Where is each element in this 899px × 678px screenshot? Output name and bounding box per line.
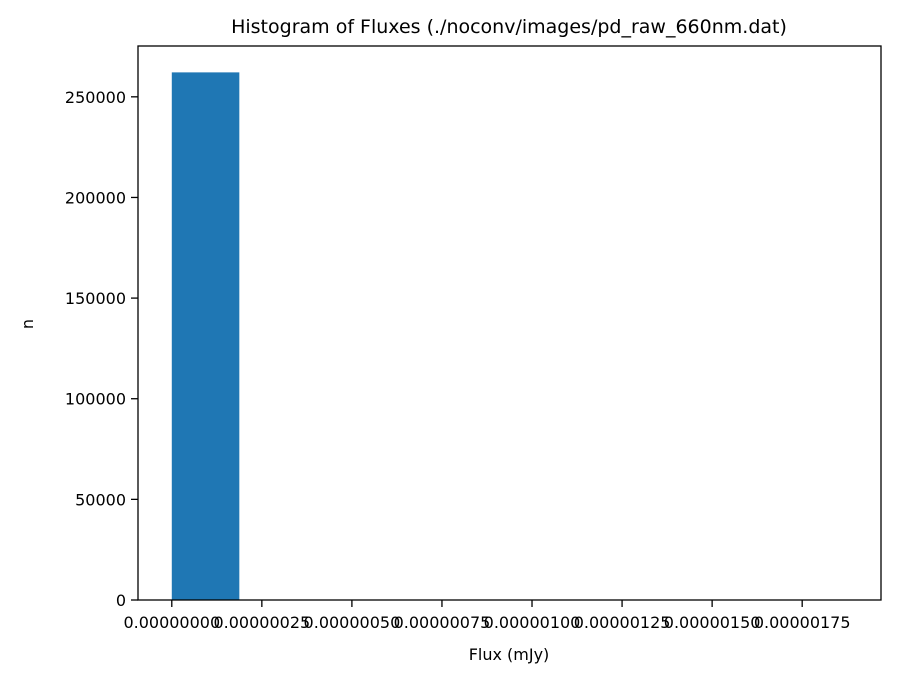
y-tick-label: 0 xyxy=(116,591,126,610)
bars-group xyxy=(171,72,240,601)
y-tick-label: 250000 xyxy=(65,88,126,107)
x-tick-label: 0.00000025 xyxy=(213,613,310,632)
y-tick-label: 200000 xyxy=(65,188,126,207)
x-tick-label: 0.00000125 xyxy=(574,613,671,632)
x-axis-label: Flux (mJy) xyxy=(469,645,550,664)
y-tick-label: 50000 xyxy=(75,490,126,509)
y-tick-label: 150000 xyxy=(65,289,126,308)
plot-frame xyxy=(137,45,882,601)
y-axis-label: n xyxy=(18,319,37,329)
y-tick-label: 100000 xyxy=(65,390,126,409)
y-axis-ticks: 0 50000 100000 150000 200000 250000 xyxy=(65,88,138,610)
x-axis-ticks: 0.000000000.000000250.000000500.00000075… xyxy=(123,600,851,632)
x-tick-label: 0.00000075 xyxy=(394,613,491,632)
x-tick-label: 0.00000050 xyxy=(304,613,401,632)
x-tick-label: 0.00000150 xyxy=(664,613,761,632)
chart-title: Histogram of Fluxes (./noconv/images/pd_… xyxy=(231,16,787,38)
x-tick-label: 0.00000100 xyxy=(484,613,581,632)
x-tick-label: 0.00000175 xyxy=(754,613,851,632)
x-tick-label: 0.00000000 xyxy=(123,613,220,632)
histogram-bar xyxy=(171,72,240,601)
